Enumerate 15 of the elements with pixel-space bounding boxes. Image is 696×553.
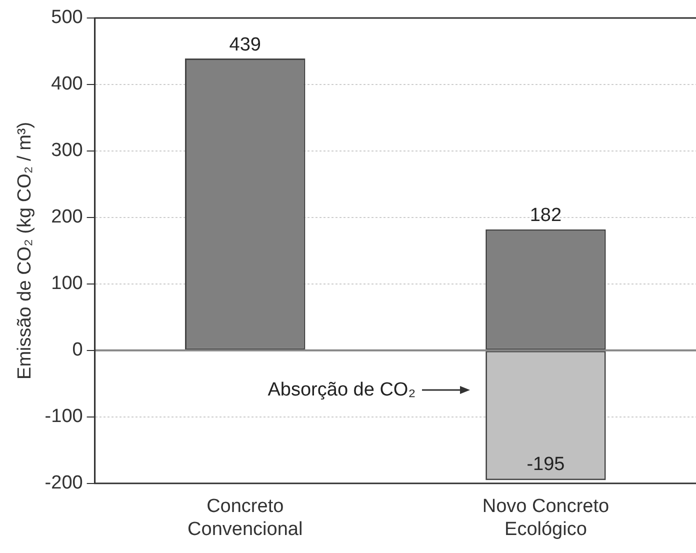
y-tick-label: -100 bbox=[44, 406, 83, 428]
y-tick-label: 200 bbox=[51, 206, 83, 228]
y-tick-label: 100 bbox=[51, 273, 83, 294]
data-label: 439 bbox=[229, 34, 261, 56]
data-label: -195 bbox=[526, 454, 565, 475]
y-tick-label: 0 bbox=[72, 340, 83, 361]
annotation: Absorção de CO₂ bbox=[268, 380, 416, 401]
x-tick-label: Concreto Convencional bbox=[188, 496, 303, 540]
y-tick-label: -200 bbox=[44, 472, 83, 494]
y-tick-label: 300 bbox=[51, 140, 83, 162]
y-axis-title: Emissão de CO₂ (kg CO₂ / m³) bbox=[14, 122, 36, 380]
data-label: 182 bbox=[530, 205, 562, 226]
y-tick-label: 500 bbox=[51, 7, 83, 28]
y-tick-label: 400 bbox=[51, 74, 83, 95]
x-tick-label: Novo Concreto Ecológico bbox=[482, 496, 610, 540]
